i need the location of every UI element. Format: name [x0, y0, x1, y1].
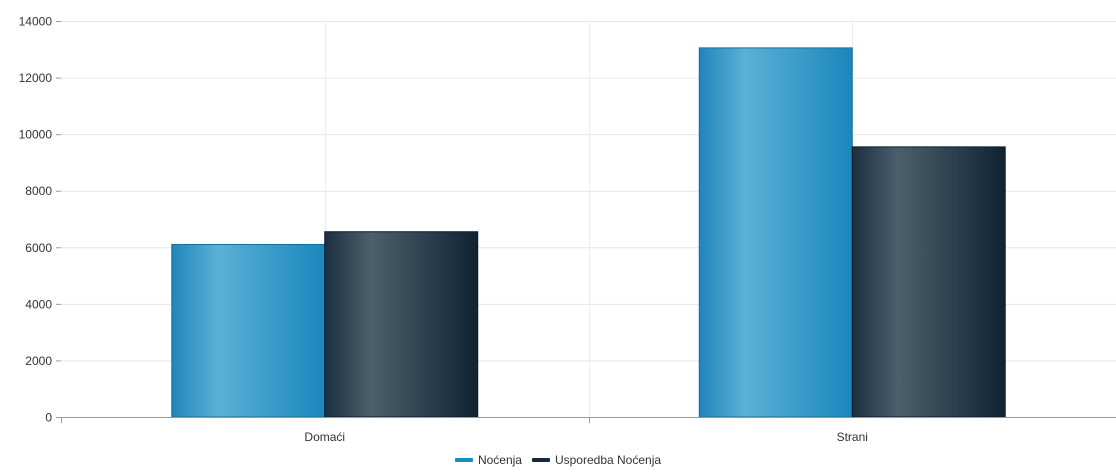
- x-tick-label: Domaći: [304, 430, 345, 444]
- axes: 0 2000 4000 6000 8000 10000 12000 14000 Domaći St…: [19, 15, 1116, 444]
- legend-swatch-nocenja: [454, 458, 473, 462]
- y-tick-label: 10000: [19, 128, 53, 142]
- y-tick-label: 0: [45, 411, 52, 425]
- y-tick-label: 6000: [25, 241, 52, 255]
- bar-nocenja-1[interactable]: [698, 47, 853, 418]
- legend-label-usporedba: Usporedba Noćenja: [554, 453, 662, 467]
- y-tick-label: 2000: [25, 354, 52, 368]
- y-tick-label: 8000: [25, 184, 52, 198]
- bar-usporedba-nocenja-1[interactable]: [851, 146, 1006, 418]
- legend: Noćenja Usporedba Noćenja: [0, 453, 1116, 467]
- legend-label-nocenja: Noćenja: [477, 453, 522, 467]
- y-tick-label: 12000: [19, 71, 53, 85]
- bars: [171, 47, 1006, 418]
- x-tick-label: Strani: [837, 430, 868, 444]
- bar-nocenja-0[interactable]: [171, 243, 326, 418]
- bar-chart-svg: 0 2000 4000 6000 8000 10000 12000 14000 Domaći St…: [19, 15, 1116, 444]
- legend-swatch-usporedba: [531, 458, 550, 462]
- y-tick-label: 4000: [25, 297, 52, 311]
- bar-usporedba-nocenja-0[interactable]: [324, 231, 479, 418]
- y-tick-label: 14000: [19, 15, 53, 29]
- legend-item-nocenja[interactable]: Noćenja: [454, 453, 522, 467]
- legend-item-usporedba[interactable]: Usporedba Noćenja: [531, 453, 662, 467]
